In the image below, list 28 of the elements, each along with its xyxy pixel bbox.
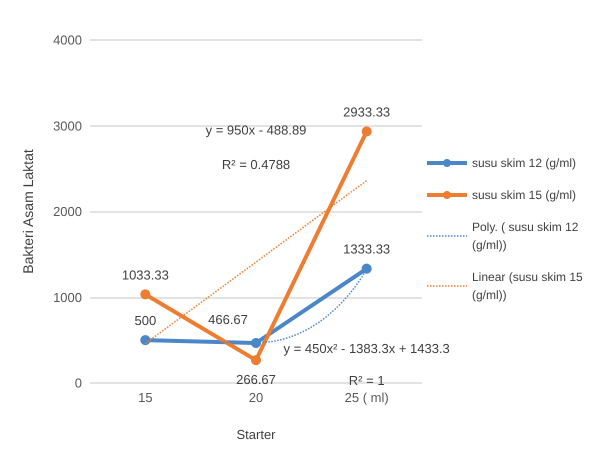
annotation: y = 950x - 488.89 bbox=[206, 122, 306, 138]
data-label: 500 bbox=[134, 313, 156, 328]
y-tick-label: 3000 bbox=[53, 118, 82, 134]
data-label: 1033.33 bbox=[122, 267, 169, 282]
y-tick-label: 2000 bbox=[53, 204, 82, 219]
x-tick-label: 15 bbox=[138, 390, 153, 405]
annotation: y = 450x² - 1383.3x + 1433.3 bbox=[284, 341, 450, 356]
point bbox=[251, 355, 261, 366]
y-tick-label: 4000 bbox=[53, 32, 82, 48]
data-label: 466.67 bbox=[208, 312, 248, 327]
legend-label: Poly. ( susu skim 12 (g/ml)) bbox=[472, 220, 586, 252]
x-tick-label: 20 bbox=[248, 390, 264, 405]
legend-label: Linear (susu skim 15 (g/ml)) bbox=[472, 270, 586, 302]
x-tick-label: 25 ( ml) bbox=[344, 390, 389, 405]
legend-label: susu skim 12 (g/ml) bbox=[472, 156, 576, 170]
x-axis-title: Starter bbox=[236, 427, 276, 442]
point bbox=[362, 264, 372, 274]
data-label: 2933.33 bbox=[343, 104, 390, 120]
legend-label: susu skim 15 (g/ml) bbox=[472, 188, 576, 202]
data-label: 1333.33 bbox=[343, 242, 390, 257]
y-tick-label: 0 bbox=[74, 376, 82, 390]
annotation: R² = 1 bbox=[348, 372, 385, 388]
y-axis-title: Bakteri Asam Laktat bbox=[20, 149, 36, 274]
point bbox=[140, 289, 150, 300]
point bbox=[362, 126, 372, 136]
data-label: 266.67 bbox=[236, 372, 276, 388]
y-tick-label: 1000 bbox=[53, 290, 82, 305]
annotation: R² = 0.4788 bbox=[222, 156, 290, 172]
